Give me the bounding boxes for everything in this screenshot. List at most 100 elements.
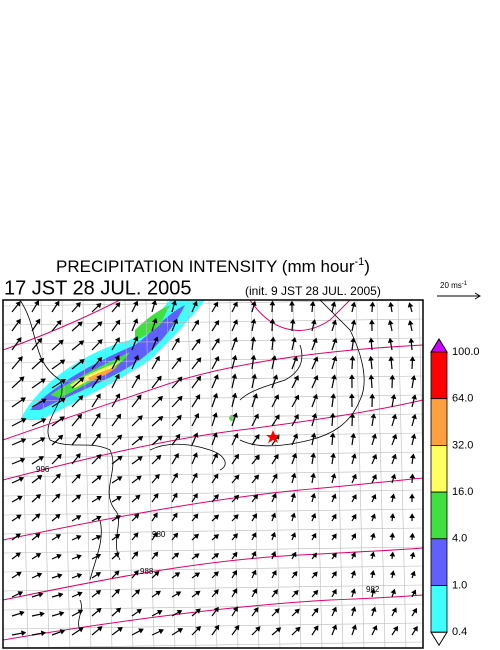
wind-arrow-head — [214, 338, 220, 344]
wind-arrow-head — [270, 531, 277, 538]
wind-arrow-head — [313, 375, 319, 381]
wind-arrow-head — [133, 354, 139, 361]
wind-arrow-head — [233, 514, 239, 520]
wind-arrow-head — [76, 573, 83, 579]
wind-arrow-head — [290, 492, 296, 498]
wind-arrow-head — [97, 339, 103, 345]
wind-arrow-head — [350, 319, 357, 325]
wind-arrow-head — [331, 533, 337, 539]
wind-arrow-head — [58, 339, 64, 345]
wind-arrow-head — [17, 495, 23, 501]
wind-arrow-head — [133, 551, 139, 557]
wind-arrow-head — [176, 414, 182, 421]
wind-arrow-head — [311, 552, 318, 558]
wind-arrow-head — [114, 373, 120, 380]
grid-line — [187, 300, 197, 648]
wind-arrow-head — [310, 432, 317, 438]
wind-arrow-head — [350, 301, 357, 307]
wind-arrow-head — [20, 397, 26, 403]
grid-line — [229, 300, 239, 648]
isobar-label: 980 — [152, 530, 166, 539]
wind-arrow-head — [389, 532, 396, 538]
wind-arrow-head — [193, 533, 200, 540]
title-main: PRECIPITATION INTENSITY (mm hour — [56, 257, 355, 276]
wind-arrow-head — [154, 473, 160, 480]
wind-arrow-head — [251, 532, 257, 538]
wind-arrow-head — [38, 456, 44, 462]
title-end: ) — [364, 257, 370, 276]
wind-arrow-head — [176, 610, 183, 616]
wind-arrow-head — [270, 336, 276, 342]
wind-arrow-head — [412, 626, 418, 632]
wind-arrow-head — [350, 551, 356, 558]
wind-arrow-head — [294, 608, 300, 615]
wind-arrow-head — [172, 472, 178, 479]
wind-arrow-head — [289, 300, 295, 306]
wind-arrow-head — [192, 300, 198, 307]
wind-arrow-head — [254, 434, 260, 440]
wind-arrow-head — [233, 494, 240, 501]
wind-arrow-head — [269, 300, 276, 306]
colorbar-label: 64.0 — [452, 393, 473, 405]
wind-arrow-head — [55, 534, 62, 540]
wind-arrow-head — [96, 495, 102, 501]
wind-arrow-head — [172, 492, 178, 499]
wind-arrow-head — [233, 432, 239, 439]
wind-arrow-head — [370, 413, 377, 419]
wind-arrow-head — [78, 627, 84, 633]
wind-arrow-head — [40, 630, 47, 637]
wind-arrow-head — [194, 553, 200, 559]
wind-arrow-head — [270, 512, 277, 518]
wind-arrow-head — [78, 377, 85, 383]
colorbar-top-triangle — [430, 338, 448, 353]
wind-arrow-head — [194, 572, 201, 578]
wind-arrow-head — [96, 302, 102, 309]
colorbar-segment — [430, 398, 448, 446]
wind-arrow-head — [77, 321, 83, 327]
wind-arrow-head — [252, 494, 259, 500]
wind-arrow-head — [350, 606, 357, 612]
isobar-label: 982 — [366, 585, 380, 594]
wind-arrow-head — [234, 625, 240, 631]
wind-arrow-head — [114, 337, 120, 343]
wind-arrow-head — [19, 610, 25, 617]
grid-line — [82, 300, 92, 648]
wind-arrow-head — [172, 512, 178, 519]
wind-arrow-head — [251, 373, 257, 379]
wind-arrow-head — [173, 552, 180, 558]
wind-arrow-head — [213, 514, 220, 520]
wind-arrow-head — [177, 376, 183, 382]
wind-arrow-head — [409, 473, 416, 479]
wind-arrow-head — [137, 435, 144, 442]
wind-arrow-head — [412, 607, 417, 614]
wind-arrow-head — [15, 318, 21, 325]
vector-reference-unit: 20 ms — [440, 281, 462, 290]
wind-arrow-head — [310, 452, 316, 458]
wind-arrow-head — [76, 554, 82, 560]
wind-arrow-head — [175, 591, 182, 597]
wind-arrow-head — [116, 434, 123, 440]
wind-arrow-head — [389, 513, 396, 519]
wind-arrow-head — [331, 513, 337, 520]
wind-arrow-head — [368, 355, 374, 361]
wind-arrow-head — [156, 610, 163, 616]
wind-arrow-head — [370, 532, 376, 539]
wind-arrow-head — [407, 320, 414, 326]
wind-arrow-head — [391, 433, 398, 440]
wind-arrow-head — [329, 432, 336, 438]
wind-arrow-head — [133, 336, 139, 342]
wind-arrow-head — [372, 625, 378, 631]
wind-arrow-head — [331, 374, 337, 380]
wind-arrow-head — [96, 454, 102, 460]
wind-arrow-head — [409, 493, 415, 499]
wind-arrow-head — [371, 474, 377, 480]
wind-arrow-head — [368, 337, 375, 343]
wind-arrow-head — [390, 393, 397, 400]
map-area: 996 980 988 982 — [3, 300, 423, 648]
grid-line — [103, 300, 113, 648]
title: PRECIPITATION INTENSITY (mm hour-1) — [56, 256, 370, 277]
wind-arrow-head — [152, 317, 158, 324]
wind-arrow-head — [59, 416, 65, 422]
wind-arrow-head — [252, 393, 258, 399]
wind-arrow-head — [19, 457, 26, 463]
